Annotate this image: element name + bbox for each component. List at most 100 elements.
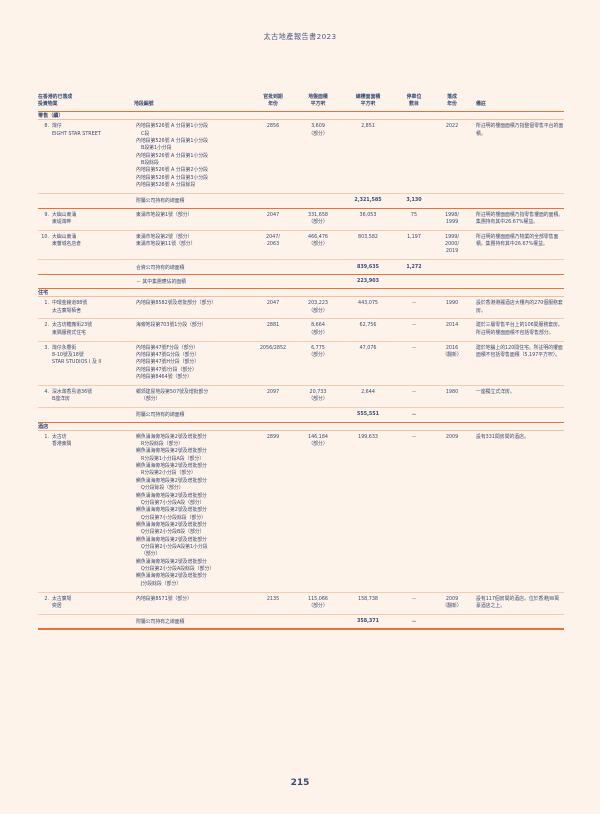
- lot-line: Q分段第7小分段A段（部分）: [141, 499, 205, 506]
- lot-line: 內地段第526號 A 分段餘段: [136, 182, 196, 189]
- total-car-parks: －: [394, 613, 434, 630]
- site-area-cell: 331,658 （部分）: [294, 208, 342, 231]
- total-row: 附屬公司持有之總面積 358,371 －: [38, 613, 564, 630]
- lot-number-cell: 內地段第47號F分段（部分） 內地段第47號G分段（部分） 內地段第47號H分段（部…: [134, 341, 252, 386]
- property-index-and-name: 10. 大嶼山東涌: [38, 234, 134, 241]
- property-table: 在香港的已落成 投資物業 地段編號 官批到期 年份 地盤面積 平方呎 總樓面面積…: [38, 94, 564, 630]
- lot-number-cell: 內地段第8571號（部分）: [134, 592, 252, 615]
- gross-floor-area-cell: 47,076: [342, 341, 394, 386]
- total-site-area: [294, 274, 342, 290]
- total-completion: [434, 274, 470, 290]
- section-title: 酒店: [38, 422, 564, 431]
- completion-year-line: 2016: [445, 344, 459, 351]
- site-area-note: （部分）: [308, 130, 328, 137]
- lot-line: 內地段第526號 A 分段第1小分段: [136, 123, 209, 130]
- lot-line: 內地段第8464號（部分）: [136, 374, 192, 381]
- lot-number-cell: 東涌市地段第2號（部分） 東涌市地段第11號（部分）: [134, 230, 252, 261]
- total-label: 附屬公司持有之總面積: [134, 613, 252, 630]
- property-index-and-name: 3. 灣仔永豐街: [38, 345, 134, 352]
- lot-line: R分段第1小分段A段（部分）: [141, 455, 205, 462]
- total-completion: [434, 259, 470, 275]
- lot-line: 內地段第526號 A 分段第3小分段: [136, 174, 209, 181]
- total-remarks: [470, 613, 564, 630]
- completion-year-cell: 1999/2000/2019: [434, 230, 470, 261]
- property-name-cell: 3. 灣仔永豐街 8-10號及18號 STAR STUDIOS I 及 II: [38, 341, 134, 386]
- property-name-line: STAR STUDIOS I 及 II: [52, 359, 102, 366]
- site-area-value: 3,609: [311, 123, 325, 130]
- total-completion: [434, 192, 470, 209]
- lot-line: Q分段第2小分段A段餘段（部分）: [141, 566, 215, 573]
- property-name-line: 東薈城名店倉: [52, 241, 82, 248]
- table-bottom-rule: [38, 629, 564, 631]
- lot-line: 鰂魚涌海旁地段第2號及增批部分: [136, 558, 207, 565]
- lot-number-cell: 東涌市地段第1號（部分）: [134, 208, 252, 231]
- remarks-cell: 一座獨立式洋房。: [470, 385, 564, 408]
- total-label: 附屬公司持有的總面積: [134, 406, 252, 423]
- property-name-cell: 10. 大嶼山東涌 東薈城名店倉: [38, 230, 134, 261]
- lot-line: R分段餘段（部分）: [141, 441, 184, 448]
- site-area-note: （部分）: [308, 307, 328, 314]
- table-row: 1. 太古坊 香港東隅 鰂魚涌海旁地段第2號及增批部分 R分段餘段（部分） 鰂魚涌海旁地段…: [38, 430, 564, 593]
- car-park-cell: 1,197: [394, 230, 434, 261]
- site-area-value: 6,775: [311, 344, 325, 351]
- property-name-cell: 2. 太古廣場 奕居: [38, 592, 134, 615]
- lease-expiry-cell: 2899: [252, 430, 294, 593]
- property-schedule: 在香港的已落成 投資物業 地段編號 官批到期 年份 地盤面積 平方呎 總樓面面積…: [38, 94, 564, 631]
- completion-year-line: 1998/: [445, 211, 459, 218]
- lot-line: 鰂魚涌海旁地段第2號及增批部分: [136, 448, 207, 455]
- remarks-cell: 設有117個房間的酒店。位於香港JW萬豪酒店之上。: [470, 592, 564, 615]
- property-index-and-name: 2. 太古坊糖廠街23號: [38, 322, 134, 329]
- car-park-cell: －: [394, 385, 434, 408]
- report-title: 太古地產報告書2023: [263, 32, 337, 41]
- site-area-cell: 146,184 （部分）: [294, 430, 342, 593]
- page-number: 215: [290, 778, 310, 788]
- lot-line: 鄉郊建屋地段第507號及增批部分: [136, 388, 209, 395]
- site-area-note: （部分）: [308, 396, 328, 403]
- lot-line: 內地段第47號I分段（部分）: [136, 366, 197, 373]
- lease-expiry-line: 2047/: [266, 233, 280, 240]
- total-lease: [252, 274, 294, 290]
- lot-line: 內地段第526號 A 分段第2小分段: [136, 167, 209, 174]
- property-index-and-name: 1. 太古坊: [38, 434, 134, 441]
- completion-year-cell: 2022: [434, 119, 470, 194]
- lot-line: B段餘段: [141, 160, 159, 167]
- lot-line: 內地段第526號 A 分段第1小分段: [136, 137, 209, 144]
- remarks-cell: 建於地舖上的120間住宅。所註明的樓面面積不包括零售面積（5,197平方呎）。: [470, 341, 564, 386]
- lot-number-cell: 內地段第8582號及增批部分（部分）: [134, 296, 252, 320]
- lease-expiry-cell: 2097: [252, 385, 294, 408]
- site-area-cell: 3,609 （部分）: [294, 119, 342, 194]
- property-name-cell: 2. 太古坊糖廠街23號 東隅服務式住宅: [38, 318, 134, 342]
- remarks-cell: 所註明的樓面面積乃指整個零售平台的面積。: [470, 119, 564, 194]
- total-lease: [252, 613, 294, 630]
- lease-expiry-line: 2063: [266, 241, 280, 248]
- lot-line: J分段餘段（部分）: [141, 580, 182, 587]
- car-park-cell: －: [394, 296, 434, 320]
- total-remarks: [470, 192, 564, 209]
- car-park-cell: －: [394, 341, 434, 386]
- site-area-value: 203,223: [307, 300, 329, 307]
- gross-floor-area-cell: 199,633: [342, 430, 394, 593]
- table-row: 10. 大嶼山東涌 東薈城名店倉 東涌市地段第2號（部分） 東涌市地段第11號（部分） 2…: [38, 230, 564, 261]
- section-header-row: 零售（續）: [38, 111, 564, 121]
- gross-floor-area-cell: 803,582: [342, 230, 394, 261]
- site-area-note: （部分）: [308, 241, 328, 248]
- col-header-car-parks: 停車位 數目: [394, 94, 434, 113]
- property-index-and-name: 8. 灣仔: [38, 123, 134, 130]
- total-label: 附屬公司持有的總面積: [134, 192, 252, 209]
- row-index: 4.: [44, 388, 49, 395]
- total-gross-floor-area: 223,903: [342, 274, 394, 290]
- site-area-note: （部分）: [308, 218, 328, 225]
- section-title: 住宅: [38, 288, 564, 298]
- property-index-and-name: 4. 深水灣香島道36號: [38, 389, 134, 396]
- completion-year-line: （翻新）: [442, 602, 462, 609]
- lot-line: 鰂魚涌海旁地段第2號及增批部分: [136, 477, 207, 484]
- lot-line: 東涌市地段第2號（部分）: [136, 233, 193, 240]
- site-area-cell: 8,664 （部分）: [294, 318, 342, 342]
- table-row: 9. 大嶼山東涌 東堤灣畔 東涌市地段第1號（部分） 2047 331,658 （部分） 36…: [38, 208, 564, 231]
- section-header-row: 住宅: [38, 288, 564, 298]
- site-area-cell: 20,733 （部分）: [294, 385, 342, 408]
- remarks-cell: 所註明的樓面面積乃指零售樓面的面積。集團持有其中26.67%權益。: [470, 208, 564, 231]
- section-header-row: 酒店: [38, 422, 564, 431]
- property-name-line: EIGHT STAR STREET: [52, 130, 101, 137]
- gross-floor-area-cell: 62,756: [342, 318, 394, 342]
